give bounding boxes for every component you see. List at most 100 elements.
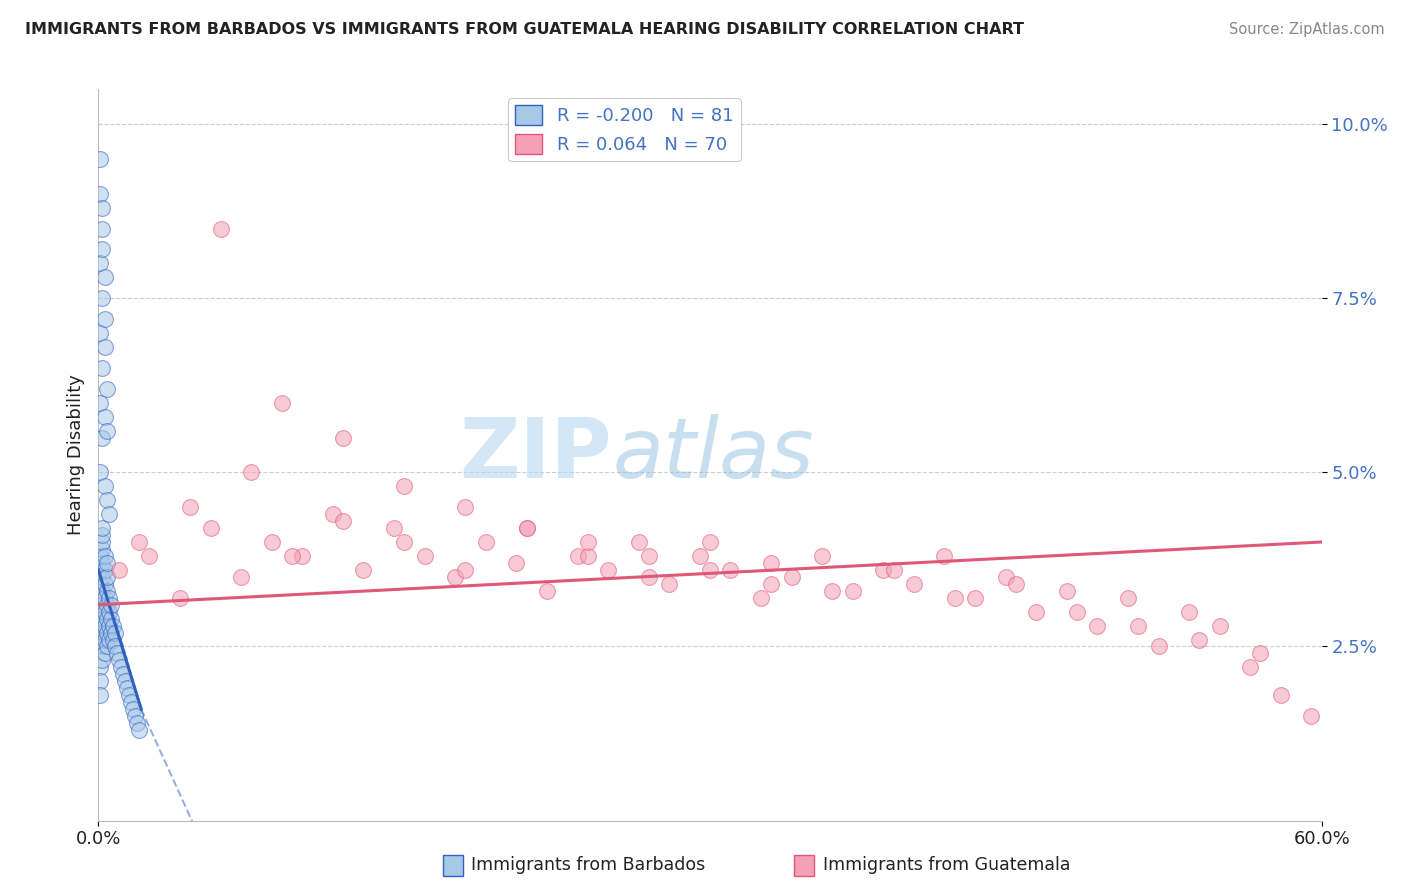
Point [332,430,354,444]
Point [576,535,599,549]
Point [943,591,966,605]
Point [93,312,115,326]
Point [567,549,589,563]
Point [101,632,124,647]
Point [93,618,115,632]
Point [883,563,905,577]
Point [91,243,114,257]
Point [699,563,721,577]
Point [994,570,1017,584]
Point [780,570,803,584]
Point [91,570,114,584]
Point [841,583,863,598]
Point [761,556,783,570]
Point [93,409,115,424]
Point [1301,709,1323,723]
Point [93,270,115,285]
Point [91,541,114,556]
Point [240,466,263,480]
Point [516,521,538,535]
Point [91,201,114,215]
Point [89,326,111,340]
Point [89,466,111,480]
Point [104,640,127,654]
Point [1056,583,1078,598]
Point [100,598,122,612]
Point [91,535,114,549]
Point [1085,618,1108,632]
Point [91,625,114,640]
Point [1025,605,1047,619]
Point [91,556,114,570]
Point [516,521,538,535]
Point [89,256,111,270]
Point [89,563,111,577]
Point [91,583,114,598]
Point [444,570,467,584]
Point [209,221,232,235]
Point [127,716,149,731]
Point [761,576,783,591]
Point [91,291,114,305]
Point [96,640,118,654]
Point [93,549,115,563]
Point [110,660,132,674]
Point [91,360,114,375]
Point [97,507,120,521]
Point [89,186,111,201]
Text: Immigrants from Guatemala: Immigrants from Guatemala [823,856,1070,874]
Point [322,507,344,521]
Point [1270,688,1292,702]
Point [598,563,620,577]
Point [128,535,150,549]
Point [93,591,115,605]
Point [124,709,146,723]
Point [91,653,114,667]
Point [120,695,142,709]
Point [104,625,127,640]
Point [291,549,314,563]
Point [413,549,436,563]
Point [260,535,283,549]
Point [91,598,114,612]
Point [91,612,114,626]
Point [934,549,956,563]
Point [821,583,844,598]
Point [1147,640,1170,654]
Point [100,625,122,640]
Point [108,653,131,667]
Point [332,514,354,528]
Point [96,612,118,626]
Point [93,605,115,619]
Point [1066,605,1088,619]
Point [91,521,114,535]
Point [89,395,111,409]
Point [536,583,558,598]
Point [97,591,120,605]
Point [89,618,111,632]
Point [118,688,141,702]
Point [231,570,253,584]
Text: IMMIGRANTS FROM BARBADOS VS IMMIGRANTS FROM GUATEMALA HEARING DISABILITY CORRELA: IMMIGRANTS FROM BARBADOS VS IMMIGRANTS F… [25,22,1025,37]
Point [689,549,711,563]
Point [111,667,134,681]
Point [108,563,131,577]
Point [93,632,115,647]
Point [105,647,128,661]
Point [91,640,114,654]
Point [122,702,145,716]
Point [91,430,114,444]
Point [89,660,111,674]
Point [89,605,111,619]
Point [97,605,120,619]
Point [138,549,160,563]
Legend: R = -0.200   N = 81, R = 0.064   N = 70: R = -0.200 N = 81, R = 0.064 N = 70 [508,98,741,161]
Text: Immigrants from Barbados: Immigrants from Barbados [471,856,706,874]
Point [179,500,201,515]
Y-axis label: Hearing Disability: Hearing Disability [66,375,84,535]
Point [96,625,118,640]
Point [576,549,599,563]
Point [89,576,111,591]
Point [454,500,477,515]
Text: Source: ZipAtlas.com: Source: ZipAtlas.com [1229,22,1385,37]
